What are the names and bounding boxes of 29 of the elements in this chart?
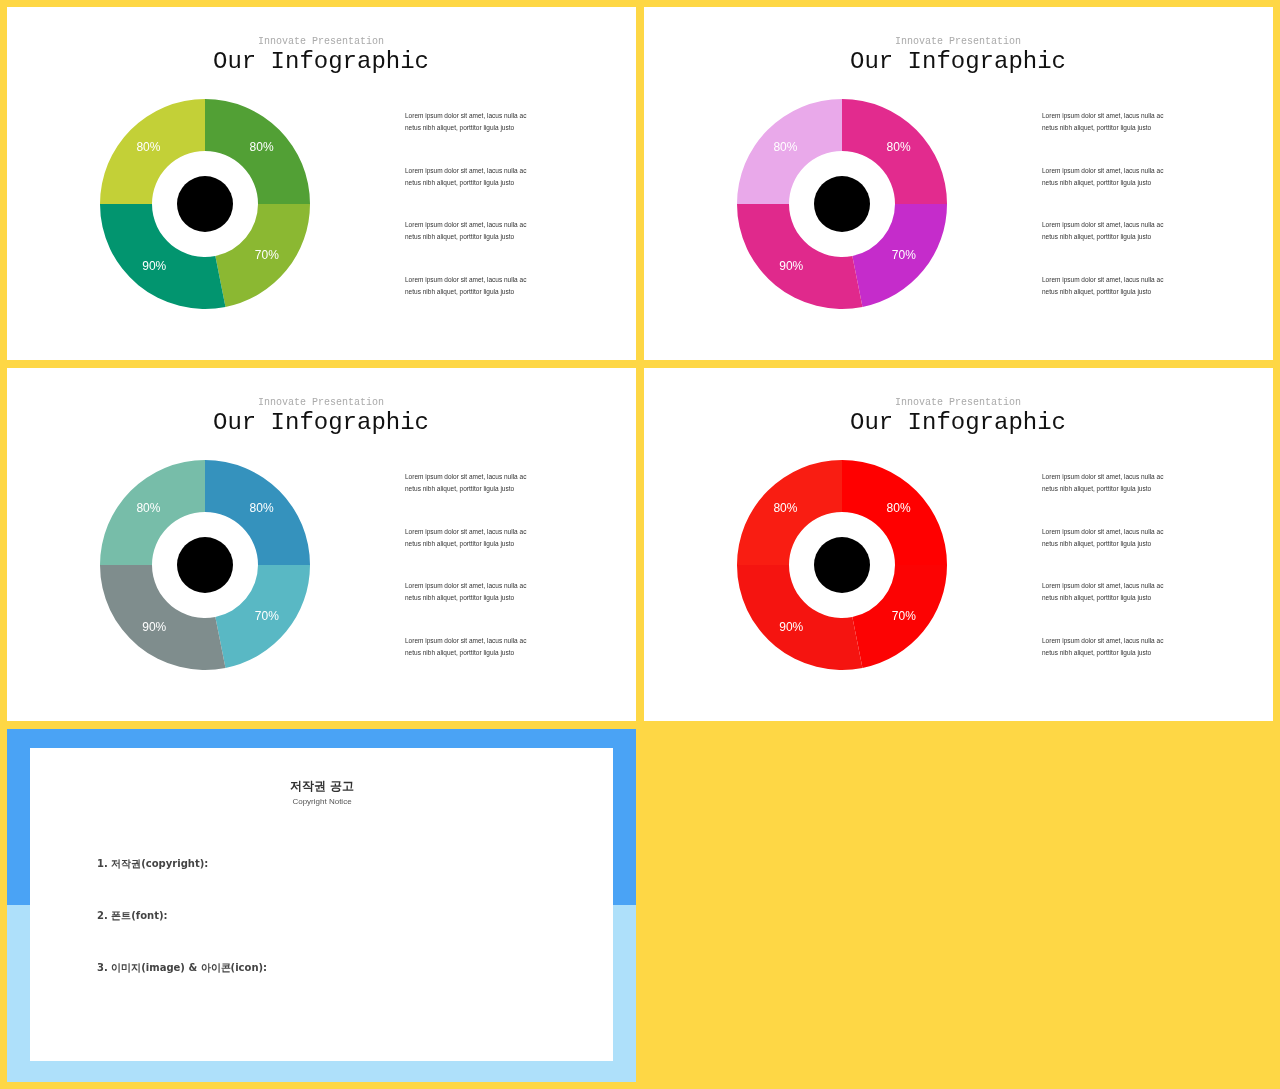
chart-subtitle: Innovate Presentation	[257, 36, 385, 47]
data-label: 80%	[773, 140, 798, 155]
chart-title: Our Infographic	[849, 48, 1067, 75]
data-label: 90%	[779, 619, 804, 634]
data-label: 80%	[773, 501, 798, 516]
text: 2. 폰트(font):	[97, 910, 168, 921]
data-label: 80%	[136, 140, 161, 155]
text: 1. 저작권(copyright):	[97, 858, 209, 869]
chart-subtitle: Innovate Presentation	[257, 397, 385, 408]
chart-subtitle: Innovate Presentation	[894, 397, 1022, 408]
chart-title: Our Infographic	[849, 409, 1067, 436]
chart-subtitle: Innovate Presentation	[894, 36, 1022, 47]
data-label: 80%	[249, 501, 274, 516]
data-label: 70%	[891, 247, 917, 262]
text: 저작권 공고	[289, 779, 355, 793]
data-label: 80%	[886, 501, 911, 516]
chart-title: Our Infographic	[212, 409, 430, 436]
data-label: 90%	[779, 258, 804, 273]
text: Copyright Notice	[292, 797, 353, 806]
data-label: 70%	[254, 247, 280, 262]
data-label: 90%	[142, 258, 167, 273]
data-label: 70%	[254, 608, 280, 623]
data-label: 80%	[249, 140, 274, 155]
data-label: 90%	[142, 619, 167, 634]
data-label: 70%	[891, 608, 917, 623]
text: 3. 이미지(image) & 아이콘(icon):	[97, 962, 268, 973]
data-label: 80%	[886, 140, 911, 155]
data-label: 80%	[136, 501, 161, 516]
chart-title: Our Infographic	[212, 48, 430, 75]
